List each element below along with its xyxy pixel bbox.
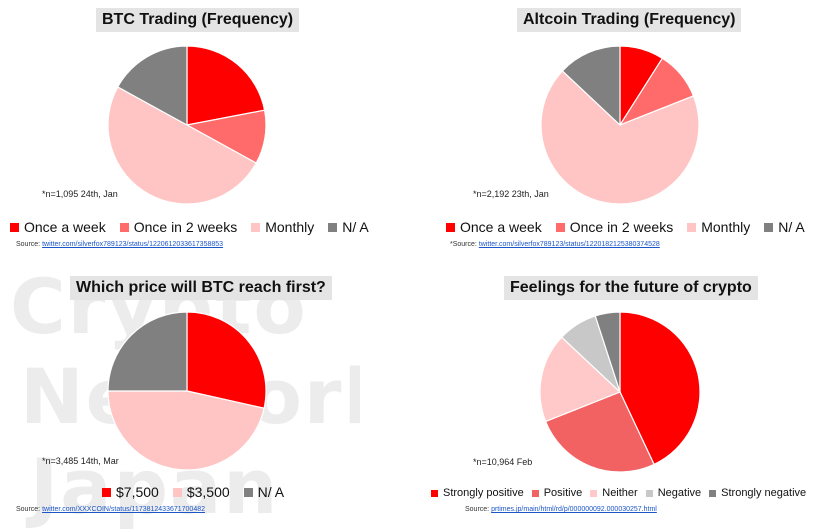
legend-item: N/ A: [764, 219, 805, 235]
pie-chart: [107, 311, 267, 471]
legend-swatch: [687, 222, 697, 232]
pie-slice-once-a-week: [186, 45, 266, 126]
legend-swatch: [446, 222, 455, 232]
legend-item: Once in 2 weeks: [555, 219, 674, 235]
source-line: Source: prtimes.jp/main/html/rd/p/000000…: [465, 506, 657, 513]
legend-swatch: [531, 489, 539, 497]
sample-note: *n=3,485 14th, Mar: [42, 456, 119, 466]
legend-item: Monthly: [251, 219, 314, 235]
legend-item: Once a week: [10, 219, 106, 235]
legend-swatch: [645, 489, 653, 497]
legend-item: Strongly positive: [431, 487, 524, 499]
legend-item: Strongly negative: [709, 487, 806, 499]
pie-slice-n-a: [107, 311, 188, 392]
legend-label: $7,500: [116, 484, 159, 500]
legend-label: Once in 2 weeks: [133, 219, 238, 235]
source-link[interactable]: twitter.com/XXXCOIN/status/1173812433671…: [42, 506, 205, 513]
pie-slice-3-500: [107, 390, 265, 471]
legend-label: $3,500: [186, 484, 230, 500]
legend-swatch: [764, 222, 774, 232]
sample-note: *n=10,964 Feb: [473, 457, 533, 467]
source-label: Source:: [16, 241, 41, 248]
legend-label: Monthly: [701, 219, 751, 235]
legend-item: Neither: [590, 487, 638, 499]
legend-label: Positive: [543, 487, 583, 499]
legend: Once a week Once in 2 weeks Monthly N/ A: [446, 219, 819, 235]
sample-note: *n=1,095 24th, Jan: [42, 189, 118, 199]
pie-chart: [539, 311, 701, 473]
legend-item: Negative: [645, 487, 702, 499]
source-label: Source:: [16, 506, 41, 513]
chart-title: Altcoin Trading (Frequency): [517, 8, 742, 32]
legend-label: Neither: [602, 487, 638, 499]
chart-panel-btc-trading: BTC Trading (Frequency) *n=1,095 24th, J…: [0, 0, 410, 266]
legend-item: $7,500: [102, 484, 159, 500]
legend-label: Negative: [657, 487, 702, 499]
pie-slice-n-a: [116, 45, 188, 127]
legend-item: Once in 2 weeks: [119, 219, 238, 235]
legend-label: Once a week: [460, 219, 542, 235]
legend-label: Monthly: [265, 219, 315, 235]
legend: $7,500 $3,500 N/ A: [102, 484, 298, 500]
legend-swatch: [555, 222, 565, 232]
legend-item: $3,500: [172, 484, 230, 500]
legend-label: N/ A: [342, 219, 369, 235]
source-line: *Source: twitter.com/silverfox789123/sta…: [450, 241, 660, 248]
pie-chart: [107, 45, 267, 205]
legend: Strongly positive Positive Neither Negative…: [431, 487, 814, 499]
source-link[interactable]: prtimes.jp/main/html/rd/p/000000092.0000…: [491, 506, 657, 513]
legend-item: Monthly: [687, 219, 750, 235]
legend-label: Once in 2 weeks: [569, 219, 674, 235]
pie-slice-positive: [544, 391, 655, 473]
chart-panel-altcoin-trading: Altcoin Trading (Frequency) *n=2,192 23t…: [410, 0, 820, 266]
legend-item: Once a week: [446, 219, 542, 235]
legend-swatch: [431, 489, 438, 497]
source-label: *Source:: [450, 241, 477, 248]
pie-slice-strongly-positive: [619, 311, 701, 466]
pie-slice-monthly: [540, 70, 700, 205]
legend: Once a week Once in 2 weeks Monthly N/ A: [10, 219, 383, 235]
legend-label: Once a week: [24, 219, 106, 235]
legend-swatch: [172, 487, 182, 497]
legend-swatch: [328, 222, 338, 232]
legend-item: N/ A: [328, 219, 369, 235]
pie-chart: [540, 45, 700, 205]
legend-swatch: [709, 489, 717, 497]
legend-item: N/ A: [243, 484, 285, 500]
pie-slice-7-500: [186, 311, 267, 409]
source-line: Source: twitter.com/XXXCOIN/status/11738…: [16, 506, 205, 513]
legend-item: Positive: [531, 487, 583, 499]
legend-swatch: [102, 487, 111, 497]
chart-panel-crypto-feelings: Feelings for the future of crypto *n=10,…: [410, 266, 820, 532]
chart-title: Which price will BTC reach first?: [70, 276, 332, 300]
legend-swatch: [10, 222, 19, 232]
legend-swatch: [119, 222, 129, 232]
source-link[interactable]: twitter.com/silverfox789123/status/12201…: [478, 241, 660, 248]
legend-swatch: [590, 489, 598, 497]
legend-label: N/ A: [257, 484, 285, 500]
legend-label: Strongly positive: [443, 487, 524, 499]
pie-slice-n-a: [561, 45, 621, 127]
source-link[interactable]: twitter.com/silverfox789123/status/12206…: [42, 241, 224, 248]
sample-note: *n=2,192 23th, Jan: [473, 189, 549, 199]
pie-slice-strongly-negative: [594, 311, 621, 393]
pie-slice-monthly: [107, 86, 258, 205]
legend-label: Strongly negative: [721, 487, 807, 499]
legend-swatch: [243, 487, 253, 497]
chart-title: Feelings for the future of crypto: [504, 276, 758, 300]
legend-swatch: [251, 222, 261, 232]
chart-panel-btc-price: Which price will BTC reach first? *n=3,4…: [0, 266, 410, 532]
chart-title: BTC Trading (Frequency): [96, 8, 300, 32]
source-label: Source:: [465, 506, 490, 513]
legend-label: N/ A: [778, 219, 805, 235]
pie-slice-neither: [539, 336, 622, 423]
source-line: Source: twitter.com/silverfox789123/stat…: [16, 241, 223, 248]
